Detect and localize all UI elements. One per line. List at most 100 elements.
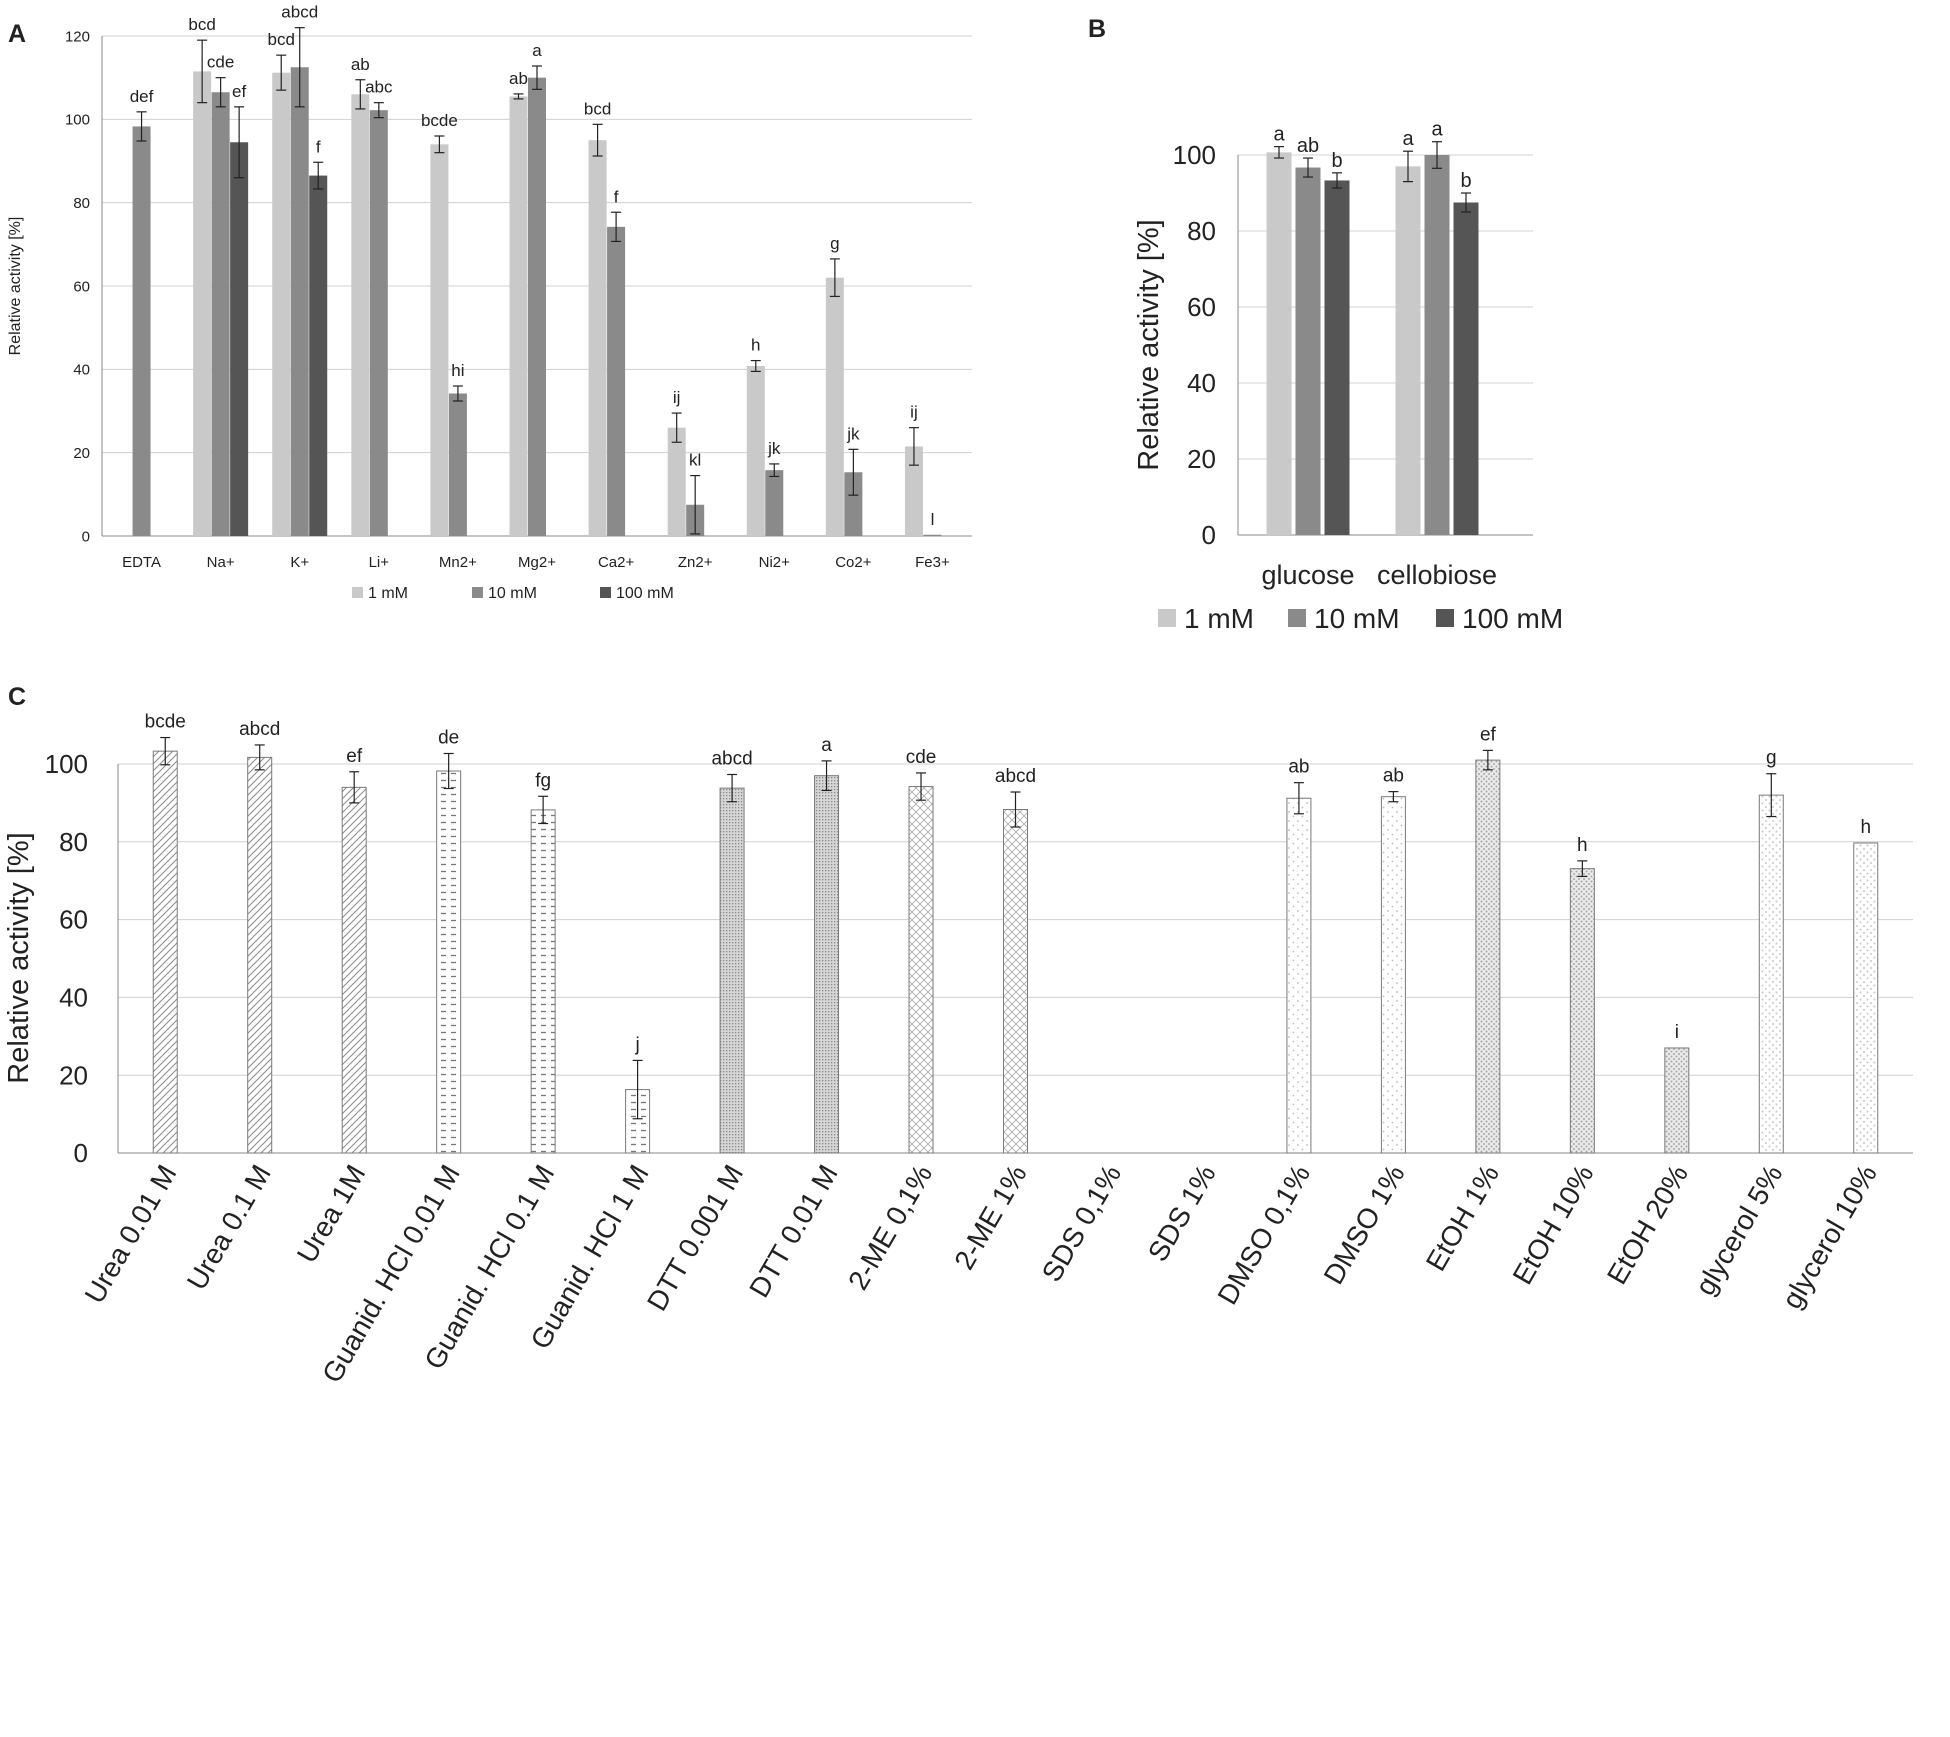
significance-label: ef (232, 82, 246, 101)
category-label: SDS 0,1% (1036, 1160, 1127, 1287)
panel-a-y-axis-label: Relative activity [%] (7, 217, 24, 356)
category-label: Urea 0.01 M (79, 1160, 183, 1309)
bar (588, 140, 607, 536)
bar (369, 110, 388, 537)
bar (1475, 759, 1501, 1154)
category-label: glucose (1261, 560, 1354, 590)
category-label: SDS 1% (1142, 1160, 1222, 1267)
category-label: Mg2+ (518, 554, 556, 571)
panel-c-y-ticks: 0 20 40 60 80 100 (45, 749, 88, 1168)
bar (272, 72, 291, 537)
bar (844, 472, 863, 536)
bar (719, 787, 745, 1154)
bar (1295, 167, 1321, 536)
bar (1569, 868, 1595, 1154)
bar (448, 393, 467, 536)
category-label: Na+ (207, 554, 235, 571)
significance-label: hi (451, 361, 464, 380)
bar (193, 71, 212, 537)
bar (528, 77, 546, 537)
significance-label: ab (351, 55, 370, 74)
category-label: EtOH 20% (1601, 1160, 1694, 1290)
significance-label: ef (1480, 724, 1497, 745)
significance-label: jk (767, 439, 781, 458)
category-label: DMSO 0,1% (1211, 1160, 1316, 1310)
bar (509, 96, 528, 537)
category-label: Li+ (369, 554, 390, 571)
significance-label: f (316, 137, 321, 156)
bar (923, 534, 942, 536)
significance-label: i (1675, 1022, 1679, 1043)
bar (436, 770, 462, 1154)
significance-label: ab (1297, 135, 1319, 157)
panel-b-categories: glucose cellobiose (1261, 560, 1497, 590)
bar (132, 126, 151, 537)
bar (1453, 202, 1479, 535)
significance-label: a (532, 41, 542, 60)
significance-label: a (1273, 124, 1285, 146)
panel-a-y-ticks: 0 20 40 60 80 100 120 (65, 28, 90, 545)
significance-label: jk (846, 424, 860, 443)
bar (814, 775, 840, 1154)
significance-label: a (1431, 119, 1443, 141)
significance-label: ab (1288, 757, 1309, 778)
panel-b-legend: 1 mM 10 mM 100 mM (1158, 603, 1563, 634)
significance-label: abcd (281, 3, 318, 22)
y-tick-label: 100 (45, 749, 88, 779)
legend-swatch (1288, 609, 1306, 627)
category-label: glycerol 5% (1689, 1160, 1788, 1301)
bar (825, 277, 844, 536)
significance-label: bcd (584, 99, 611, 118)
panel-a-categories: EDTA Na+ K+ Li+ Mn2+ Mg2+ Ca2+ Zn2+ Ni2+ Co2+ Fe3+ (122, 554, 950, 571)
category-label: glycerol 10% (1776, 1160, 1883, 1314)
significance-label: a (1402, 128, 1414, 150)
legend-swatch (352, 587, 363, 598)
panel-a-legend: 1 mM 10 mM 100 mM (352, 585, 674, 602)
panel-c-y-axis-label: Relative activity [%] (3, 832, 35, 1083)
panel-c-bars: bcde abcd ef de fg j abcd a cde abcd ab ab ef h i g h (145, 712, 1879, 1154)
bar (746, 366, 765, 536)
category-label: Mn2+ (439, 554, 477, 571)
significance-label: h (1577, 835, 1588, 856)
y-tick-label: 40 (73, 362, 90, 379)
y-tick-label: 60 (59, 905, 88, 935)
bar (290, 67, 309, 536)
bar (1003, 809, 1028, 1154)
y-tick-label: 80 (1187, 216, 1216, 246)
y-tick-label: 80 (59, 827, 88, 857)
category-label: Zn2+ (678, 554, 713, 571)
significance-label: abcd (239, 719, 280, 740)
y-tick-label: 60 (73, 278, 90, 295)
significance-label: ij (910, 403, 918, 422)
legend-swatch (600, 587, 611, 598)
y-tick-label: 0 (1202, 520, 1216, 550)
category-label: Fe3+ (915, 554, 950, 571)
bar (152, 750, 178, 1154)
panel-a-bars: defbcdcdeefbcdabcdfababcbcdehiababcdfijk… (130, 3, 942, 537)
significance-label: kl (689, 451, 701, 470)
category-label: K+ (290, 554, 309, 571)
y-tick-label: 100 (65, 112, 90, 129)
legend-label: 100 mM (1462, 603, 1563, 634)
bar (430, 144, 449, 537)
significance-label: bcde (421, 111, 458, 130)
significance-label: bcde (145, 712, 186, 733)
significance-label: l (931, 510, 935, 529)
category-label: DTT 0.001 M (641, 1160, 749, 1317)
significance-label: abc (365, 78, 393, 97)
legend-swatch (1436, 609, 1454, 627)
bar (1324, 180, 1350, 535)
significance-label: b (1331, 150, 1342, 172)
panel-b-label: B (1088, 15, 1106, 43)
y-tick-label: 0 (74, 1138, 88, 1168)
significance-label: a (821, 735, 832, 756)
bar (625, 1089, 651, 1154)
significance-label: bcd (268, 30, 295, 49)
category-label: cellobiose (1377, 560, 1497, 590)
legend-label: 1 mM (368, 585, 408, 602)
legend-label: 100 mM (616, 585, 674, 602)
bar (904, 446, 923, 536)
